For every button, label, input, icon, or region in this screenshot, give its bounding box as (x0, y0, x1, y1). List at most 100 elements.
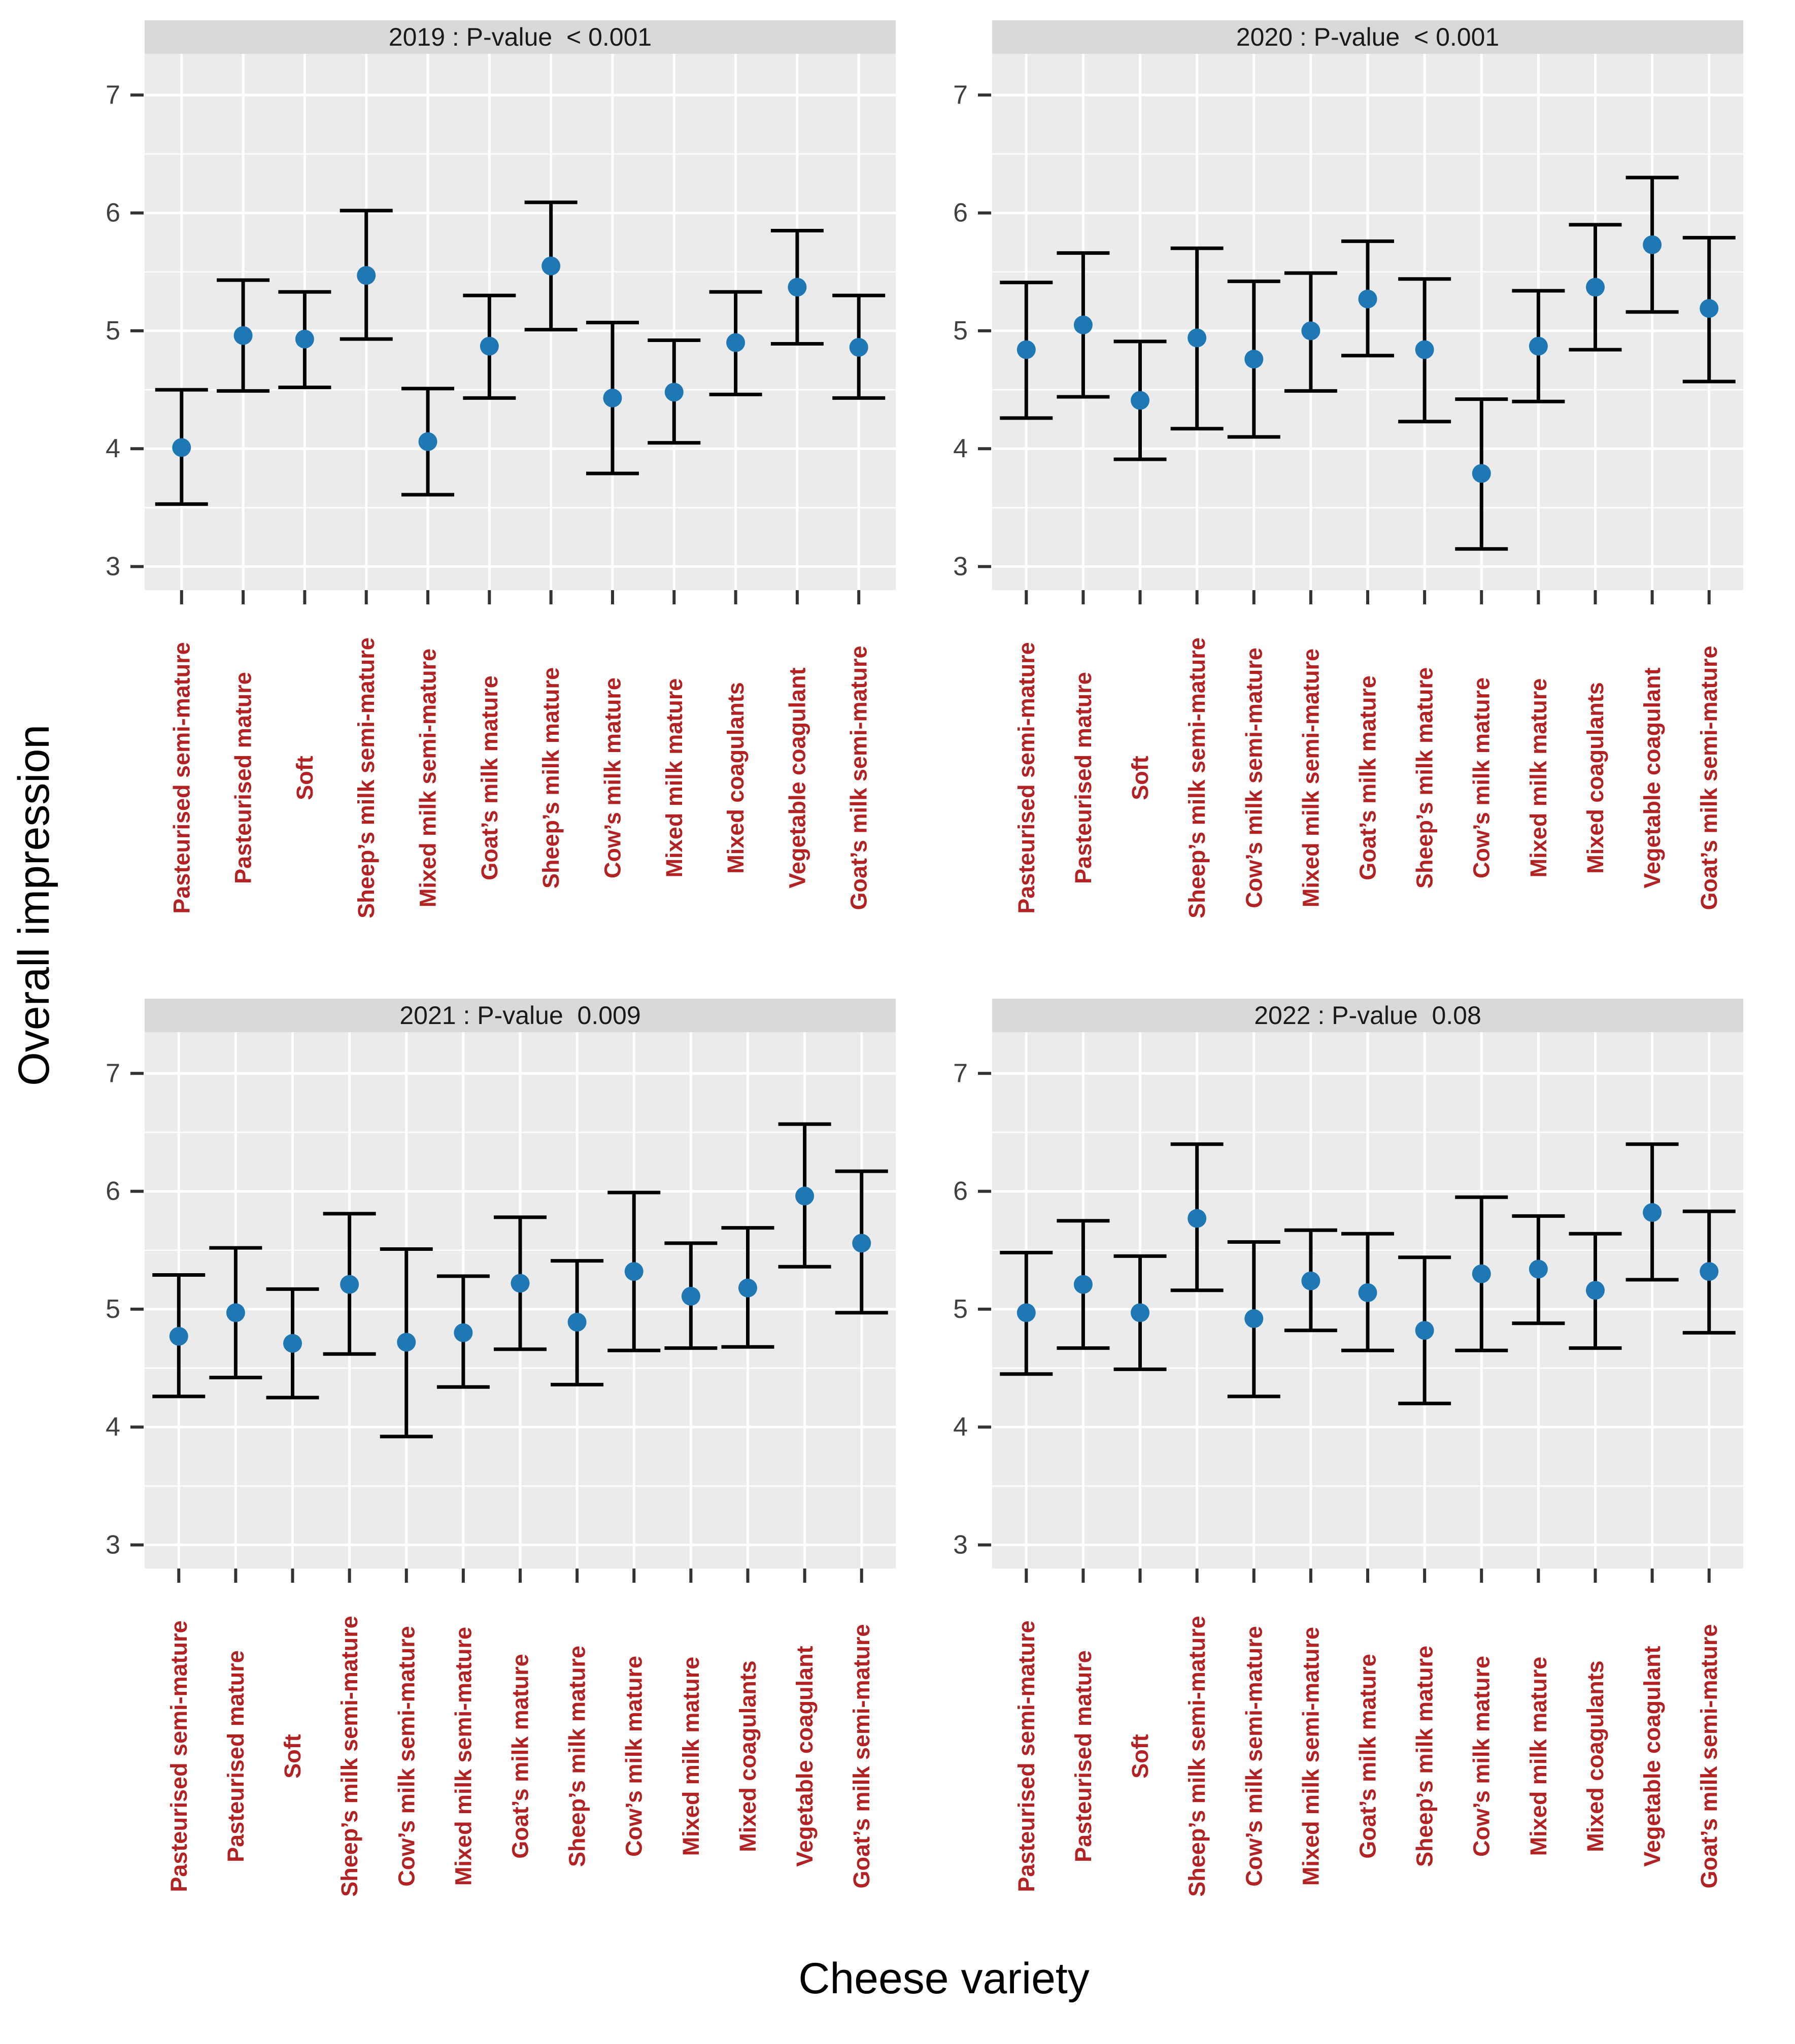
category-label: Sheep’s milk semi-mature (1184, 637, 1210, 918)
category-label: Cow’s milk mature (599, 677, 625, 878)
data-point (1301, 321, 1320, 340)
data-point (169, 1326, 188, 1346)
category-label: Mixed coagulants (1582, 1660, 1608, 1852)
category-label: Pasteurised semi-mature (1013, 1620, 1039, 1892)
y-tick-label: 3 (106, 1530, 120, 1560)
y-tick-label: 3 (953, 552, 968, 582)
category-label: Sheep’s milk mature (564, 1646, 590, 1867)
data-point (1700, 1262, 1719, 1281)
category-label: Mixed coagulants (723, 682, 749, 874)
data-point (1131, 391, 1150, 410)
facet-strip-label: 2022 : P-value 0.08 (1254, 1001, 1481, 1030)
category-label: Pasteurised mature (1070, 672, 1096, 884)
y-axis: 3 4 5 6 7 (953, 80, 991, 582)
y-tick-label: 6 (106, 198, 120, 228)
category-label: Cow’s milk mature (1469, 677, 1495, 878)
data-points (169, 1186, 871, 1353)
y-tick-label: 7 (106, 80, 120, 110)
category-label: Cow’s milk mature (1469, 1656, 1495, 1857)
data-point (726, 333, 746, 352)
category-label: Soft (280, 1734, 306, 1778)
category-label: Mixed milk semi-mature (1298, 1627, 1324, 1886)
category-label: Mixed coagulants (735, 1660, 761, 1852)
data-point (511, 1274, 530, 1293)
y-tick-label: 5 (106, 1294, 120, 1324)
y-tick-label: 4 (106, 1412, 120, 1442)
category-label: Goat’s milk mature (1355, 675, 1381, 880)
category-label: Sheep’s milk semi-mature (336, 1616, 362, 1897)
category-label: Goat’s milk semi-mature (849, 1624, 874, 1888)
y-axis-title: Overall impression (10, 724, 58, 1086)
y-tick-label: 7 (953, 1059, 968, 1088)
error-bars (1000, 1142, 1736, 1406)
y-tick-label: 3 (106, 552, 120, 582)
facet-2020: 2020 : P-value < 0.001 3 4 5 6 7 Pasteurised … (911, 20, 1743, 967)
y-tick-label: 6 (953, 1177, 968, 1206)
category-label: Vegetable coagulant (784, 667, 810, 888)
facet-strip: 2020 : P-value < 0.001 (992, 20, 1743, 54)
y-tick-label: 7 (106, 1059, 120, 1088)
y-tick-label: 7 (953, 80, 968, 110)
category-label: Vegetable coagulant (792, 1646, 818, 1866)
data-point (295, 329, 314, 349)
data-points (1017, 1203, 1719, 1340)
category-label: Goat’s milk mature (507, 1654, 533, 1858)
data-point (1700, 299, 1719, 318)
category-label: Mixed milk semi-mature (450, 1627, 476, 1886)
category-label: Soft (1127, 1734, 1153, 1778)
data-point (340, 1275, 359, 1294)
category-label: Pasteurised semi-mature (1013, 642, 1039, 913)
facet-strip-label: 2020 : P-value < 0.001 (1236, 23, 1500, 51)
y-axis: 3 4 5 6 7 (953, 1059, 991, 1560)
y-tick-label: 4 (953, 1412, 968, 1442)
data-point (1017, 340, 1036, 359)
data-point (1073, 315, 1093, 334)
data-point (852, 1234, 871, 1253)
category-label: Mixed milk mature (1526, 1657, 1551, 1856)
y-tick-label: 4 (953, 434, 968, 463)
data-point (1358, 1283, 1377, 1302)
data-point (567, 1312, 587, 1332)
x-axis: Pasteurised semi-mature Pasteurised matur… (168, 590, 872, 918)
data-point (1131, 1303, 1150, 1322)
category-label: Soft (292, 756, 318, 800)
data-point (1188, 328, 1207, 348)
data-point (1472, 1264, 1491, 1283)
y-tick-label: 5 (953, 316, 968, 346)
data-point (624, 1262, 644, 1281)
data-point (283, 1334, 302, 1353)
facet-2021: 2021 : P-value 0.009 3 4 5 6 7 Pasteurised se… (63, 999, 896, 1945)
category-label: Mixed milk semi-mature (415, 649, 441, 907)
data-point (1188, 1209, 1207, 1228)
data-point (1643, 235, 1662, 254)
data-point (454, 1323, 473, 1342)
category-label: Pasteurised semi-mature (168, 642, 194, 913)
data-point (233, 326, 253, 345)
y-axis: 3 4 5 6 7 (106, 80, 144, 582)
data-point (397, 1333, 416, 1352)
data-point (541, 256, 561, 276)
data-point (1301, 1271, 1320, 1290)
facet-strip-label: 2021 : P-value 0.009 (399, 1001, 641, 1030)
panel-2021: 3 4 5 6 7 Pasteurised semi-mature Pasteurised … (106, 1032, 896, 1897)
category-label: Sheep’s milk mature (1412, 667, 1438, 889)
category-label: Mixed coagulants (1582, 682, 1608, 874)
facet-2022: 2022 : P-value 0.08 3 4 5 6 7 Pasteurised sem… (911, 999, 1743, 1945)
category-label: Pasteurised mature (1070, 1650, 1096, 1862)
y-tick-label: 3 (953, 1530, 968, 1560)
data-points (172, 256, 868, 457)
y-tick-label: 6 (106, 1177, 120, 1206)
category-label: Vegetable coagulant (1639, 667, 1665, 888)
x-axis: Pasteurised semi-mature Pasteurised matur… (1013, 590, 1722, 918)
y-tick-label: 5 (106, 316, 120, 346)
facet-strip: 2021 : P-value 0.009 (145, 999, 896, 1032)
category-label: Cow’s milk semi-mature (393, 1626, 419, 1887)
category-label: Goat’s milk mature (1355, 1654, 1381, 1858)
data-point (681, 1286, 700, 1306)
x-axis: Pasteurised semi-mature Pasteurised matur… (166, 1569, 874, 1897)
category-label: Mixed milk mature (678, 1657, 704, 1856)
category-label: Goat’s milk semi-mature (1696, 645, 1722, 910)
y-tick-label: 5 (953, 1294, 968, 1324)
